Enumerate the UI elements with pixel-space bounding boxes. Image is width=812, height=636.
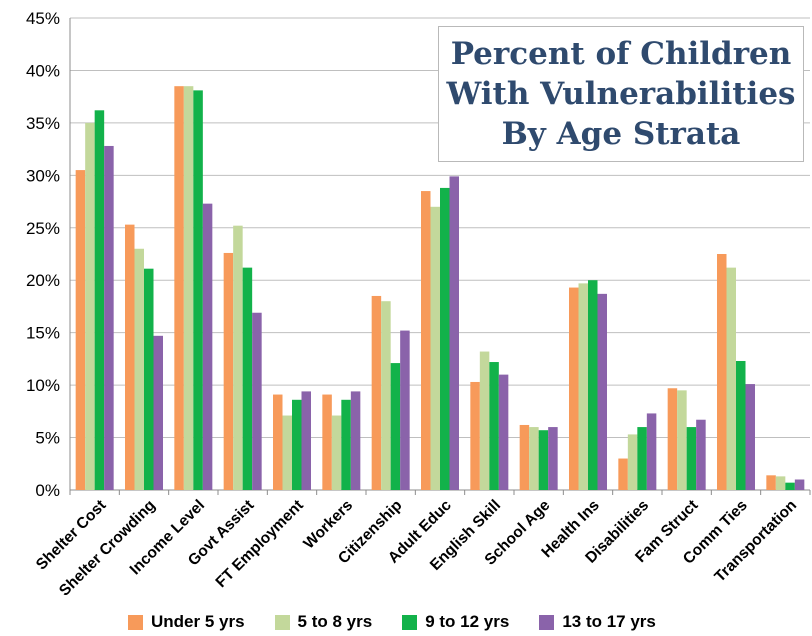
bar [381,301,391,490]
bar [273,394,283,490]
bar [489,362,499,490]
bar [94,110,105,491]
y-tick-label: 35% [26,114,60,133]
bar [519,424,530,490]
bar [430,206,440,491]
bar [421,191,431,491]
bar [745,384,755,490]
y-tick-label: 30% [26,166,60,185]
bar [134,248,144,490]
legend-label: Under 5 yrs [151,612,245,631]
legend-swatch [128,614,143,630]
bar [202,203,213,491]
bar [350,391,361,490]
bar [479,351,490,490]
bar [125,224,135,490]
bar [233,225,243,490]
bar [331,415,342,490]
bar [696,419,706,490]
legend-swatch [274,614,290,630]
bar [794,479,805,490]
bar [193,90,203,490]
bar [498,374,509,490]
bar [538,430,549,490]
bar [292,399,302,490]
chart-title-line-1: Percent of Children [450,36,792,72]
y-tick-label: 45% [26,9,60,28]
y-tick-label: 15% [26,324,60,343]
bar [153,335,163,490]
bar [578,283,588,490]
bar [775,476,786,490]
bar [371,295,382,490]
bar [726,267,736,490]
y-tick-label: 25% [26,219,60,238]
bar [144,268,154,490]
bar [785,482,795,490]
bar [174,86,184,490]
bar [85,122,95,490]
bar [341,399,351,490]
bar [529,427,539,490]
bar [637,427,647,490]
chart-title-box: Percent of Children With Vulnerabilities… [438,26,804,162]
y-tick-label: 5% [35,429,60,448]
bar [322,394,332,490]
legend-swatch [402,614,418,630]
bar [390,363,401,490]
y-tick-label: 20% [26,271,60,290]
legend-label: 5 to 8 yrs [297,612,373,631]
legend-label: 13 to 17 yrs [562,612,656,631]
legend-item-13-to-17: 13 to 17 yrs [539,612,656,632]
bar [242,267,253,490]
legend-swatch [539,614,555,630]
bar [766,475,776,490]
bar [548,427,558,490]
bar [449,176,459,491]
bar [646,413,657,490]
y-tick-label: 10% [26,376,60,395]
bar [686,427,697,490]
bar [597,293,607,490]
legend-item-9-to-12: 9 to 12 yrs [402,612,509,632]
bar [440,187,450,491]
bar [223,252,234,490]
chart-title-line-2: With Vulnerabilities [446,76,796,112]
y-tick-label: 40% [26,61,60,80]
bar [301,391,311,490]
legend: Under 5 yrs 5 to 8 yrs 9 to 12 yrs 13 to… [128,611,656,633]
bar [470,381,480,490]
bar [627,434,638,490]
legend-item-5-to-8: 5 to 8 yrs [274,612,373,632]
chart-title-line-3: By Age Strata [501,116,741,152]
bar [400,330,410,490]
bar [717,254,727,490]
bar [252,312,262,490]
bar [75,170,86,491]
bar [282,415,292,490]
bar [677,390,687,490]
bar [104,145,114,490]
legend-label: 9 to 12 yrs [425,612,510,631]
bar [667,388,678,490]
bar [183,86,194,490]
x-tick-label: FT Employment [213,497,307,591]
bar [736,360,746,490]
bar [618,458,628,490]
legend-item-under-5: Under 5 yrs [128,612,245,632]
bar [588,280,598,490]
y-tick-label: 0% [35,481,60,500]
bar [569,287,579,490]
